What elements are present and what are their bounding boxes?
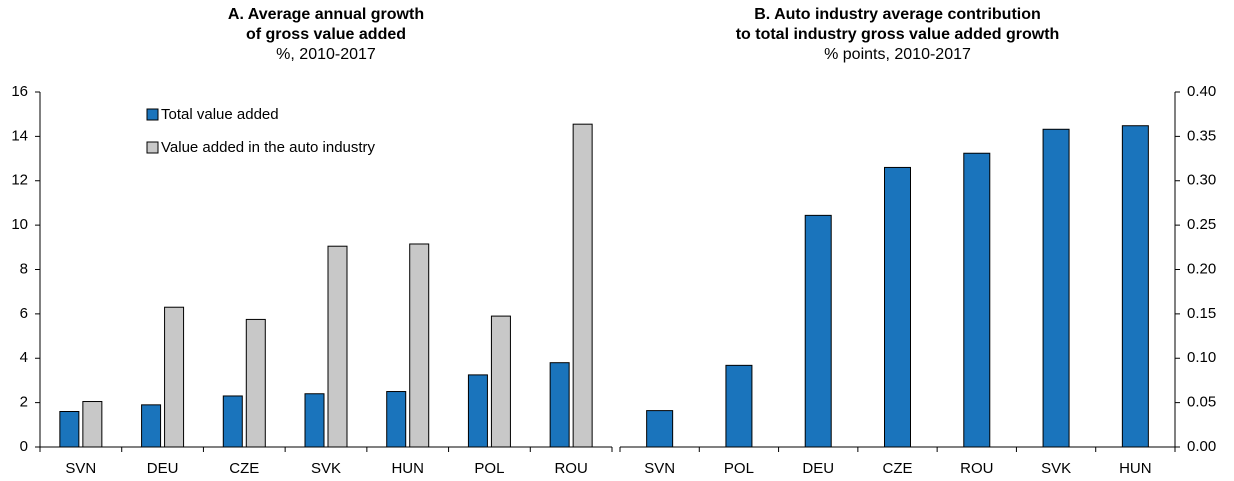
bar	[409, 243, 430, 448]
legend-swatch	[146, 108, 159, 121]
bar	[327, 245, 348, 448]
bar	[164, 306, 185, 448]
x-tick-label: POL	[474, 460, 504, 477]
bar	[804, 214, 832, 448]
y-tick-label: 16	[11, 83, 28, 100]
bar	[245, 318, 266, 448]
bar	[82, 401, 103, 448]
bar	[304, 393, 325, 448]
y-tick-label: 0.05	[1187, 394, 1216, 411]
bar	[467, 374, 488, 448]
y-tick-label: 8	[20, 260, 28, 277]
chart-subtitle: %, 2010-2017	[276, 46, 376, 63]
chart-title: to total industry gross value added grow…	[736, 26, 1060, 43]
y-tick-label: 0.40	[1187, 83, 1216, 100]
y-tick-label: 10	[11, 216, 28, 233]
bar	[222, 395, 243, 448]
chart-subtitle: % points, 2010-2017	[824, 46, 971, 63]
x-tick-label: SVK	[1041, 460, 1071, 477]
x-tick-label: DEU	[802, 460, 834, 477]
bar	[884, 166, 911, 448]
bar	[141, 404, 162, 448]
y-tick-label: 12	[11, 172, 28, 189]
bar	[963, 152, 991, 448]
bar	[490, 315, 511, 448]
y-tick-label: 0.15	[1187, 305, 1216, 322]
bar	[549, 362, 570, 448]
y-tick-label: 0.00	[1187, 438, 1216, 455]
x-tick-label: ROU	[554, 460, 587, 477]
bar	[386, 391, 407, 448]
legend-label: Total value added	[161, 106, 279, 123]
bar	[59, 411, 80, 448]
x-tick-label: SVN	[644, 460, 675, 477]
chart-title: B. Auto industry average contribution	[754, 6, 1041, 23]
x-tick-label: POL	[724, 460, 754, 477]
x-tick-label: CZE	[883, 460, 913, 477]
x-tick-label: HUN	[1119, 460, 1152, 477]
y-tick-label: 0.25	[1187, 216, 1216, 233]
bar	[1121, 125, 1149, 448]
bar	[1042, 128, 1070, 448]
y-tick-label: 4	[20, 349, 28, 366]
bar	[646, 410, 674, 448]
chart-title: A. Average annual growth	[228, 6, 424, 23]
y-tick-label: 0.30	[1187, 172, 1216, 189]
x-tick-label: HUN	[391, 460, 424, 477]
bar	[572, 123, 593, 448]
y-tick-label: 6	[20, 305, 28, 322]
y-tick-label: 0	[20, 438, 28, 455]
x-tick-label: ROU	[960, 460, 993, 477]
y-tick-label: 0.35	[1187, 127, 1216, 144]
x-tick-label: CZE	[229, 460, 259, 477]
bar	[725, 364, 753, 448]
legend-label: Value added in the auto industry	[161, 139, 376, 156]
y-tick-label: 14	[11, 127, 28, 144]
chart-title: of gross value added	[246, 26, 406, 43]
x-tick-label: SVK	[311, 460, 341, 477]
x-tick-label: SVN	[65, 460, 96, 477]
legend-swatch	[146, 141, 159, 154]
y-tick-label: 0.10	[1187, 349, 1216, 366]
y-tick-label: 2	[20, 394, 28, 411]
y-tick-label: 0.20	[1187, 260, 1216, 277]
x-tick-label: DEU	[147, 460, 179, 477]
